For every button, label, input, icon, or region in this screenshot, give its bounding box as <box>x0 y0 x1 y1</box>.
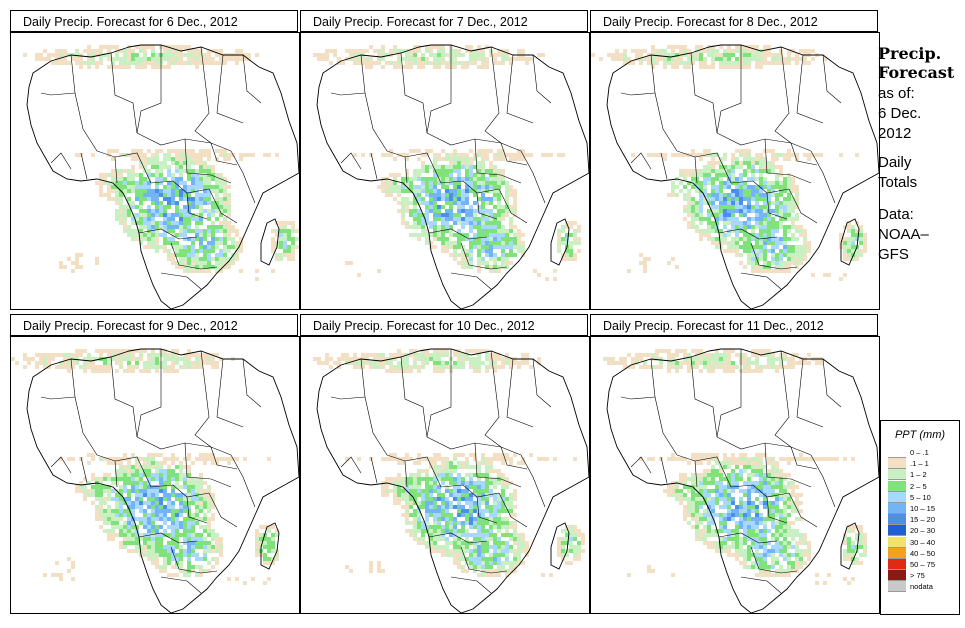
legend-swatch <box>888 559 906 570</box>
panel-title: Daily Precip. Forecast for 9 Dec., 2012 <box>10 314 298 336</box>
legend-label: .1 – 1 <box>910 458 929 469</box>
panel-title: Daily Precip. Forecast for 8 Dec., 2012 <box>590 10 878 32</box>
forecast-panel-dec7: Daily Precip. Forecast for 7 Dec., 2012 <box>300 10 590 310</box>
legend-swatch <box>888 570 906 581</box>
forecast-panel-dec8: Daily Precip. Forecast for 8 Dec., 2012 <box>590 10 880 310</box>
legend-item: .1 – 1 <box>881 458 959 469</box>
africa-map-svg <box>591 337 879 613</box>
africa-map-svg <box>11 337 299 613</box>
legend-swatch <box>888 503 906 514</box>
legend-label: 30 – 40 <box>910 537 935 548</box>
africa-map-svg <box>591 33 879 309</box>
africa-map-svg <box>301 33 589 309</box>
data-line3: GFS <box>878 245 963 265</box>
totals-line2: Totals <box>878 173 963 193</box>
legend-label: 0 – .1 <box>910 447 929 458</box>
legend-item: 1 – 2 <box>881 469 959 480</box>
panel-title: Daily Precip. Forecast for 7 Dec., 2012 <box>300 10 588 32</box>
data-line2: NOAA– <box>878 225 963 245</box>
precip-map <box>300 32 590 310</box>
legend-label: 2 – 5 <box>910 481 927 492</box>
forecast-panel-dec6: Daily Precip. Forecast for 6 Dec., 2012 <box>10 10 300 310</box>
africa-map-svg <box>301 337 589 613</box>
legend-swatch <box>888 581 906 592</box>
precip-map <box>300 336 590 614</box>
totals-line1: Daily <box>878 153 963 173</box>
precip-map <box>10 336 300 614</box>
legend-label: 10 – 15 <box>910 503 935 514</box>
panel-title: Daily Precip. Forecast for 6 Dec., 2012 <box>10 10 298 32</box>
legend-label: 15 – 20 <box>910 514 935 525</box>
forecast-panel-dec10: Daily Precip. Forecast for 10 Dec., 2012 <box>300 314 590 614</box>
africa-map-svg <box>11 33 299 309</box>
precip-map <box>590 32 880 310</box>
legend-swatch <box>888 548 906 559</box>
legend-item: 0 – .1 <box>881 447 959 458</box>
data-line1: Data: <box>878 205 963 225</box>
legend-swatch <box>888 469 906 480</box>
legend-item: 30 – 40 <box>881 537 959 548</box>
legend-title: PPT (mm) <box>881 429 959 441</box>
legend-label: nodata <box>910 581 933 592</box>
legend-label: 50 – 75 <box>910 559 935 570</box>
asof-label: as of: <box>878 84 963 104</box>
legend-label: 20 – 30 <box>910 525 935 536</box>
legend-swatch <box>888 514 906 525</box>
forecast-panel-dec11: Daily Precip. Forecast for 11 Dec., 2012 <box>590 314 880 614</box>
heading-line1: Precip. <box>878 44 963 63</box>
legend-swatch <box>888 481 906 492</box>
precip-map <box>590 336 880 614</box>
legend-swatch <box>888 537 906 548</box>
legend-item: nodata <box>881 581 959 592</box>
legend-swatch <box>888 492 906 503</box>
forecast-panel-dec9: Daily Precip. Forecast for 9 Dec., 2012 <box>10 314 300 614</box>
legend-swatch <box>888 458 906 469</box>
legend-item: 10 – 15 <box>881 503 959 514</box>
legend-label: 40 – 50 <box>910 548 935 559</box>
date-line1: 6 Dec. <box>878 104 963 124</box>
legend-label: 5 – 10 <box>910 492 931 503</box>
precip-map <box>10 32 300 310</box>
legend-item: 5 – 10 <box>881 492 959 503</box>
legend-item: 20 – 30 <box>881 525 959 536</box>
forecast-info: Precip. Forecast as of: 6 Dec. 2012 Dail… <box>878 44 963 265</box>
panel-title: Daily Precip. Forecast for 11 Dec., 2012 <box>590 314 878 336</box>
legend-label: 1 – 2 <box>910 469 927 480</box>
legend-swatch <box>888 447 906 458</box>
legend-item: 50 – 75 <box>881 559 959 570</box>
legend-swatch <box>888 525 906 536</box>
heading-line2: Forecast <box>878 63 963 82</box>
legend-item: 40 – 50 <box>881 548 959 559</box>
legend-item: > 75 <box>881 570 959 581</box>
panel-title: Daily Precip. Forecast for 10 Dec., 2012 <box>300 314 588 336</box>
legend-item: 15 – 20 <box>881 514 959 525</box>
legend-item: 2 – 5 <box>881 481 959 492</box>
date-line2: 2012 <box>878 124 963 144</box>
legend-label: > 75 <box>910 570 925 581</box>
